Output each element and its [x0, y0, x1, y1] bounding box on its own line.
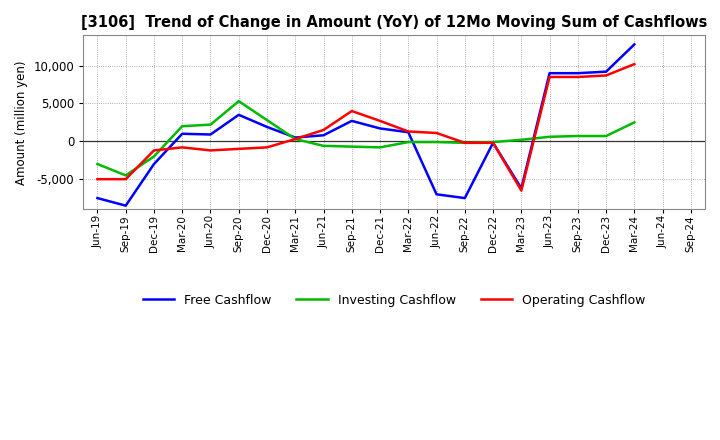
Investing Cashflow	[404, 139, 413, 145]
Operating Cashflow	[404, 129, 413, 134]
Operating Cashflow	[235, 146, 243, 151]
Investing Cashflow	[319, 143, 328, 149]
Operating Cashflow	[517, 188, 526, 193]
Operating Cashflow	[574, 74, 582, 80]
Operating Cashflow	[93, 176, 102, 182]
Free Cashflow	[150, 161, 158, 167]
Free Cashflow	[432, 192, 441, 197]
Investing Cashflow	[348, 144, 356, 149]
Free Cashflow	[574, 70, 582, 76]
Free Cashflow	[517, 186, 526, 191]
Investing Cashflow	[178, 124, 186, 129]
Investing Cashflow	[517, 137, 526, 143]
Operating Cashflow	[602, 73, 611, 78]
Investing Cashflow	[206, 122, 215, 127]
Free Cashflow	[291, 135, 300, 140]
Operating Cashflow	[348, 108, 356, 114]
Investing Cashflow	[432, 139, 441, 145]
Investing Cashflow	[376, 145, 384, 150]
Free Cashflow	[319, 132, 328, 138]
Operating Cashflow	[291, 136, 300, 142]
Line: Free Cashflow: Free Cashflow	[97, 44, 634, 205]
Free Cashflow	[235, 112, 243, 117]
Line: Operating Cashflow: Operating Cashflow	[97, 64, 634, 191]
Investing Cashflow	[263, 117, 271, 123]
Free Cashflow	[122, 203, 130, 208]
Operating Cashflow	[319, 127, 328, 132]
Investing Cashflow	[545, 134, 554, 139]
Operating Cashflow	[461, 140, 469, 146]
Operating Cashflow	[376, 118, 384, 124]
Free Cashflow	[489, 140, 498, 146]
Free Cashflow	[376, 126, 384, 131]
Investing Cashflow	[235, 99, 243, 104]
Operating Cashflow	[545, 74, 554, 80]
Operating Cashflow	[206, 148, 215, 153]
Investing Cashflow	[574, 133, 582, 139]
Investing Cashflow	[489, 139, 498, 145]
Investing Cashflow	[602, 133, 611, 139]
Operating Cashflow	[432, 130, 441, 136]
Operating Cashflow	[489, 140, 498, 146]
Operating Cashflow	[122, 176, 130, 182]
Operating Cashflow	[630, 62, 639, 67]
Investing Cashflow	[150, 154, 158, 159]
Title: [3106]  Trend of Change in Amount (YoY) of 12Mo Moving Sum of Cashflows: [3106] Trend of Change in Amount (YoY) o…	[81, 15, 707, 30]
Free Cashflow	[206, 132, 215, 137]
Line: Investing Cashflow: Investing Cashflow	[97, 101, 634, 176]
Investing Cashflow	[461, 140, 469, 146]
Investing Cashflow	[630, 120, 639, 125]
Operating Cashflow	[178, 145, 186, 150]
Operating Cashflow	[150, 148, 158, 153]
Investing Cashflow	[93, 161, 102, 167]
Free Cashflow	[93, 195, 102, 201]
Investing Cashflow	[291, 136, 300, 142]
Free Cashflow	[348, 118, 356, 124]
Investing Cashflow	[122, 173, 130, 178]
Free Cashflow	[545, 70, 554, 76]
Free Cashflow	[461, 195, 469, 201]
Free Cashflow	[404, 130, 413, 135]
Free Cashflow	[602, 69, 611, 74]
Free Cashflow	[178, 131, 186, 136]
Y-axis label: Amount (million yen): Amount (million yen)	[15, 60, 28, 185]
Legend: Free Cashflow, Investing Cashflow, Operating Cashflow: Free Cashflow, Investing Cashflow, Opera…	[138, 289, 650, 312]
Operating Cashflow	[263, 145, 271, 150]
Free Cashflow	[630, 42, 639, 47]
Free Cashflow	[263, 124, 271, 129]
